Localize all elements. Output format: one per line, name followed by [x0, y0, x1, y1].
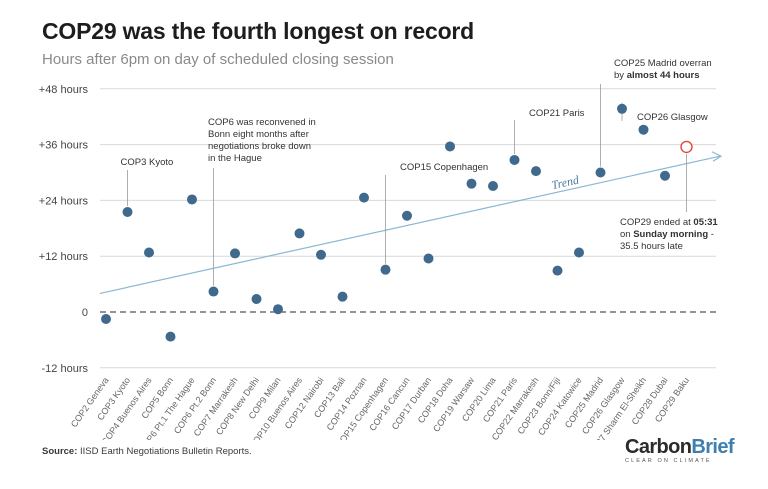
trend-line [99, 155, 721, 294]
annotation-cop6-line: in the Hague [208, 153, 262, 164]
data-point [466, 178, 477, 189]
annotation-cop29-line: COP29 ended at 05:31 [620, 217, 718, 228]
annotation-text-part: - [708, 229, 714, 240]
logo-carbon: Carbon [625, 436, 692, 458]
data-point [187, 194, 197, 205]
annotation-cop6-line: Bonn eight months after [208, 129, 309, 140]
annotation-cop6-line: negotiations broke down [208, 141, 311, 152]
annotation-text-part: on [620, 229, 633, 240]
data-point [638, 124, 649, 135]
data-point [294, 228, 305, 239]
data-point [574, 247, 584, 258]
y-tick-label: +36 hours [39, 140, 89, 152]
annotation-cop3-line: COP3 Kyoto [121, 157, 174, 168]
annotation-cop15-line: COP15 Copenhagen [400, 162, 488, 173]
annotation-cop25-line: COP25 Madrid overran [614, 58, 712, 69]
logo-tagline: CLEAR ON CLIMATE [625, 458, 712, 464]
y-tick-label: +48 hours [39, 84, 89, 96]
data-point [208, 286, 219, 297]
data-point [144, 247, 154, 258]
chart-area: +48 hours +36 hours +24 hours +12 hours 0 -12… [39, 58, 723, 440]
annotation-text-part: Sunday morning [633, 229, 708, 240]
annotation-text-part: by [614, 70, 627, 81]
data-point [660, 170, 670, 181]
data-point [359, 192, 369, 203]
annotation-cop26-line: COP26 Glasgow [637, 112, 708, 123]
data-point [509, 154, 520, 165]
data-point [552, 265, 563, 276]
highlight-point [680, 140, 693, 154]
data-point [122, 207, 133, 218]
data-point [273, 304, 283, 315]
annotation-cop6-line: COP6 was reconvened in [208, 117, 316, 128]
y-tick-label: +12 hours [39, 251, 89, 263]
data-point [445, 141, 455, 152]
source-text: IISD Earth Negotiations Bulletin Reports… [80, 446, 252, 457]
y-tick-label: +24 hours [39, 195, 89, 207]
carbonbrief-logo: CarbonBrief CLEAR ON CLIMATE [625, 437, 735, 467]
data-point [380, 264, 391, 275]
trend-label: Trend [550, 172, 581, 192]
data-point [316, 249, 326, 260]
data-point [337, 291, 348, 302]
annotation-text-part: almost 44 hours [627, 70, 700, 81]
data-point [531, 166, 541, 177]
annotation-cop25-line: by almost 44 hours [614, 70, 700, 81]
annotation-cop29-line: 35.5 hours late [620, 241, 683, 252]
data-point [230, 248, 240, 259]
source-label: Source: [42, 446, 78, 457]
y-tick-label: 0 [82, 307, 88, 319]
logo-brief: Brief [691, 436, 734, 458]
data-point [595, 167, 606, 178]
chart-subtitle: Hours after 6pm on day of scheduled clos… [42, 51, 394, 68]
data-point [617, 103, 627, 114]
data-point [488, 180, 498, 191]
data-point [251, 293, 262, 304]
data-point [101, 313, 111, 324]
chart-title: COP29 was the fourth longest on record [42, 18, 475, 44]
source-note: Source: IISD Earth Negotiations Bulletin… [42, 446, 252, 457]
data-point [423, 253, 434, 264]
annotation-text-part: COP29 ended at [620, 217, 693, 228]
annotation-text-part: 05:31 [693, 217, 718, 228]
trend-arrowhead [711, 151, 723, 162]
data-point [402, 210, 412, 221]
annotation-cop29-line: on Sunday morning - [620, 229, 714, 240]
y-tick-label: -12 hours [42, 363, 89, 375]
data-point [165, 331, 176, 342]
annotation-cop21-line: COP21 Paris [529, 108, 585, 119]
